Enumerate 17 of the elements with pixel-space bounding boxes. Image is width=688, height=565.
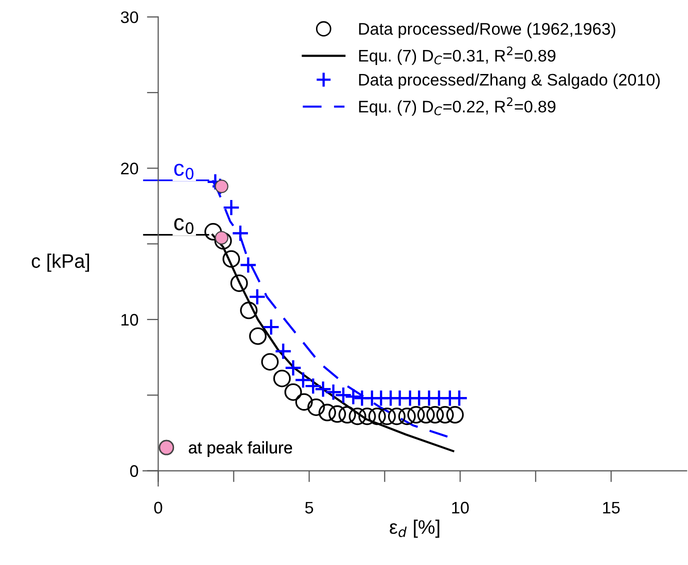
ref-line-label: c$_{0}$ (174, 218, 194, 234)
x-tick-label: 5 (305, 502, 314, 514)
y-axis-title: c [kPa] (32, 254, 90, 272)
legend-label: at peak failure (188, 441, 292, 457)
legend-label: Equ. (7) D$_{C}$=0.22, R$^{2}$=0.89 (359, 97, 556, 116)
legend-label: Data processed/Zhang & Salgado (2010) (359, 73, 660, 89)
x-axis-title: ε$_{d}$ [%] (390, 520, 440, 538)
x-tick-label: 10 (452, 502, 469, 514)
y-tick-label: 30 (120, 11, 138, 24)
x-tick-label: 0 (154, 502, 162, 514)
y-tick-label: 0 (130, 465, 138, 477)
y-tick-label: 10 (121, 314, 138, 326)
legend-label: Equ. (7) D$_{C}$=0.31, R$^{2}$=0.89 (359, 46, 556, 65)
y-tick-label: 20 (121, 162, 138, 174)
x-tick-label: 15 (603, 502, 620, 514)
legend-label: Data processed/Rowe (1962,1963) (359, 22, 616, 38)
ref-line-label: c$_{0}$ (174, 164, 194, 180)
